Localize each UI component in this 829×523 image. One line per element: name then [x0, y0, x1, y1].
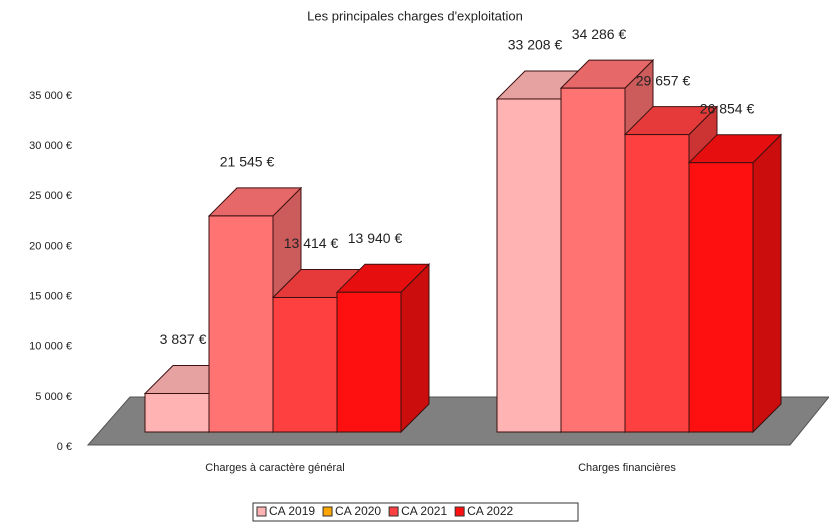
bar: [560, 87, 626, 433]
y-tick-label: 25 000 €: [29, 190, 72, 202]
y-tick-label: 0 €: [57, 441, 72, 453]
legend-label: CA 2019: [269, 504, 315, 518]
bar-side: [400, 262, 430, 434]
value-label: 13 414 €: [284, 235, 339, 251]
y-tick-label: 5 000 €: [35, 391, 72, 403]
x-tick-label: Charges financières: [578, 462, 676, 474]
legend-box: [252, 502, 579, 522]
bar-side: [752, 133, 782, 434]
bars: [143, 58, 783, 434]
y-tick-label: 35 000 €: [29, 90, 72, 102]
bar: [496, 98, 562, 433]
legend-label: CA 2020: [335, 504, 381, 518]
bar: [624, 134, 690, 433]
x-tick-label: Charges à caractère général: [205, 462, 344, 474]
value-label: 26 854 €: [700, 100, 755, 116]
value-label: 21 545 €: [220, 154, 275, 170]
value-label: 3 837 €: [160, 331, 207, 347]
bar: [208, 215, 274, 433]
value-label: 34 286 €: [572, 26, 627, 42]
legend-swatch: [256, 506, 267, 517]
legend-swatch: [388, 506, 399, 517]
bar: [336, 291, 402, 433]
bar: [144, 393, 210, 433]
y-tick-label: 10 000 €: [29, 341, 72, 353]
value-label: 33 208 €: [508, 37, 563, 53]
bar: [688, 162, 754, 433]
value-label: 13 940 €: [348, 230, 403, 246]
legend-swatch: [454, 506, 465, 517]
legend-swatch: [322, 506, 333, 517]
legend-label: CA 2022: [467, 504, 513, 518]
value-label: 29 657 €: [636, 72, 691, 88]
bar: [272, 296, 338, 433]
y-tick-label: 15 000 €: [29, 290, 72, 302]
y-tick-label: 20 000 €: [29, 240, 72, 252]
chart-title: Les principales charges d'exploitation: [307, 8, 523, 23]
legend-label: CA 2021: [401, 504, 447, 518]
y-tick-label: 30 000 €: [29, 140, 72, 152]
